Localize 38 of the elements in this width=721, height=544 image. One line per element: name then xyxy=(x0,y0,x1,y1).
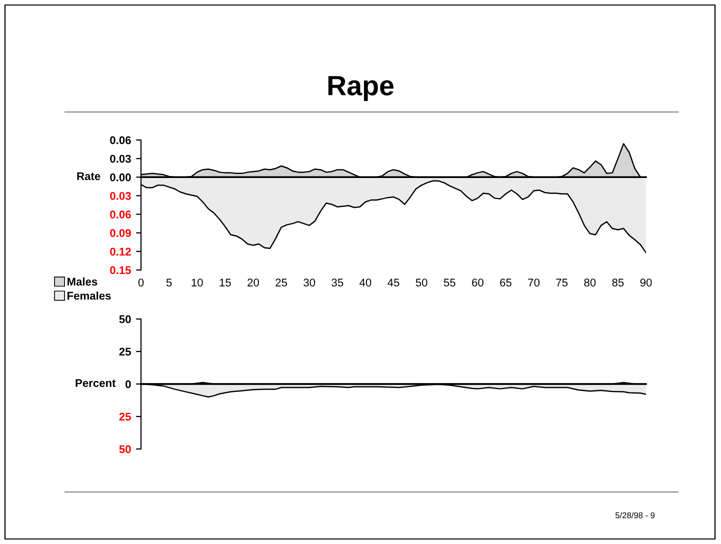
x-tick-label: 25 xyxy=(276,278,287,286)
x-tick-label: 85 xyxy=(612,278,624,286)
x-tick-label: 70 xyxy=(528,278,540,286)
x-tick-label: 10 xyxy=(192,278,203,286)
y-tick-label: 0.06 xyxy=(110,136,131,144)
x-tick-label: 55 xyxy=(444,278,456,286)
x-tick-label: 50 xyxy=(416,278,428,286)
y-tick-label: 0 xyxy=(126,380,131,388)
text: 5/28/98 - 9 xyxy=(615,512,655,518)
x-tick-label: 90 xyxy=(640,278,652,286)
legend-label: Females xyxy=(68,292,111,300)
y-tick-label: 0.15 xyxy=(110,266,131,274)
x-tick-label: 5 xyxy=(166,278,172,286)
x-tick-label: 35 xyxy=(332,278,344,286)
y-tick-label: 0.00 xyxy=(110,173,131,182)
y-axis-title: Percent xyxy=(76,379,116,387)
legend-label: Males xyxy=(68,277,98,286)
x-tick-label: 75 xyxy=(556,278,568,286)
x-tick-label: 30 xyxy=(304,278,316,286)
y-tick-label: 0.09 xyxy=(110,229,131,237)
x-tick-label: 0 xyxy=(138,278,144,286)
y-tick-label: 0.03 xyxy=(110,154,131,163)
y-tick-label: 50 xyxy=(119,315,131,324)
x-tick-label: 65 xyxy=(500,278,512,286)
y-tick-label: 25 xyxy=(119,348,131,356)
x-tick-label: 20 xyxy=(248,278,259,286)
y-tick-label: 0.03 xyxy=(110,192,131,200)
x-tick-label: 60 xyxy=(472,278,484,286)
x-tick-label: 40 xyxy=(360,278,372,286)
y-tick-label: 0.06 xyxy=(110,210,131,218)
y-tick-label: 50 xyxy=(119,445,131,454)
y-axis-title: Rate xyxy=(77,172,100,180)
chart-title: Rape xyxy=(328,76,394,101)
y-tick-label: 0.12 xyxy=(110,248,131,256)
x-tick-label: 80 xyxy=(584,278,596,286)
x-tick-label: 15 xyxy=(220,278,231,286)
x-tick-label: 45 xyxy=(388,278,400,286)
y-tick-label: 25 xyxy=(119,412,131,421)
